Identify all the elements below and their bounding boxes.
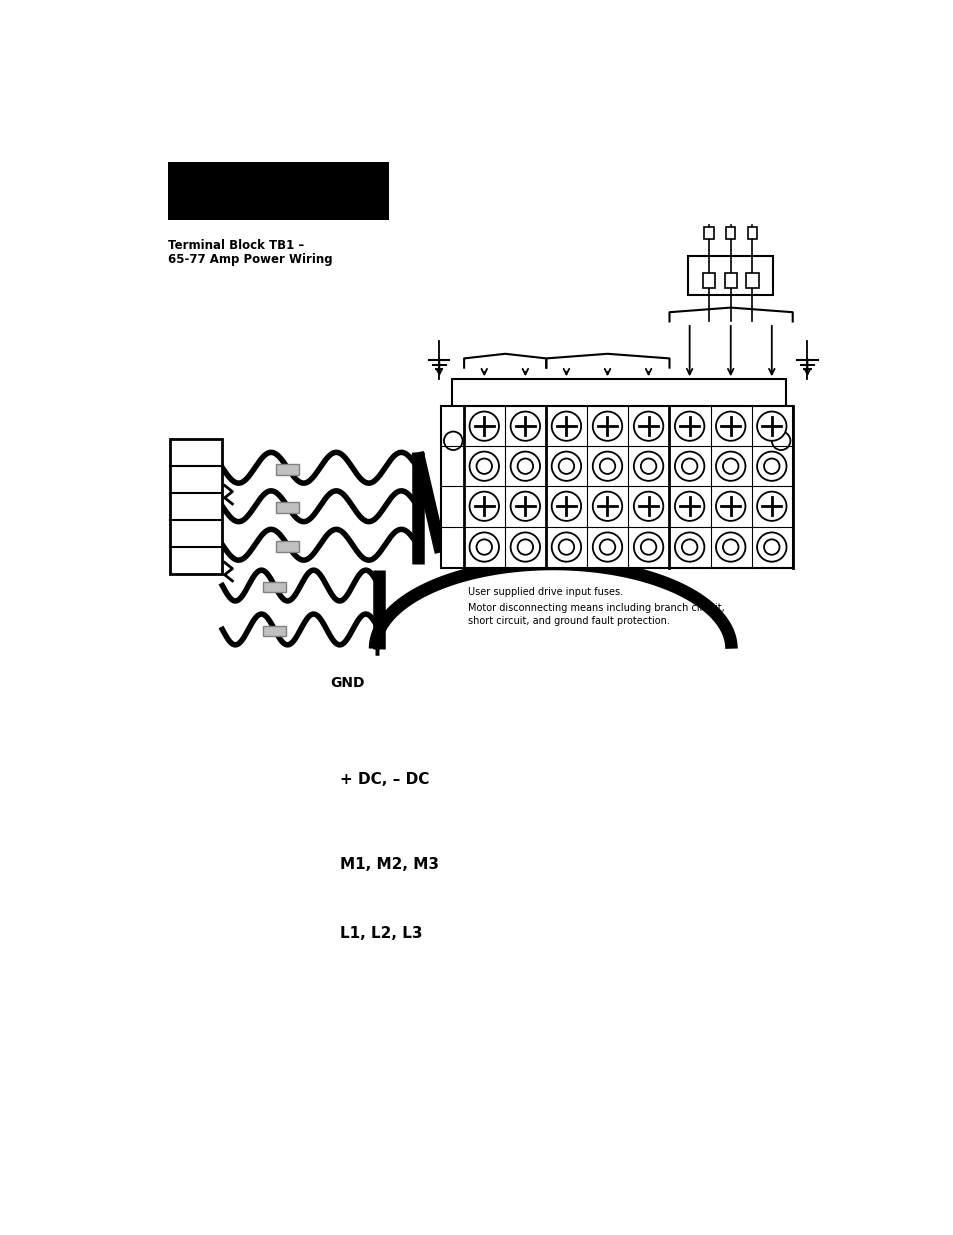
Circle shape	[599, 458, 615, 474]
Circle shape	[716, 492, 744, 521]
Circle shape	[716, 532, 744, 562]
Text: User supplied drive input fuses.: User supplied drive input fuses.	[468, 587, 622, 597]
Circle shape	[716, 411, 744, 441]
Circle shape	[558, 458, 574, 474]
Circle shape	[716, 452, 744, 480]
Text: M1, M2, M3: M1, M2, M3	[340, 857, 438, 872]
Circle shape	[640, 540, 656, 555]
Circle shape	[640, 458, 656, 474]
Text: L1, L2, L3: L1, L2, L3	[340, 926, 422, 941]
Circle shape	[510, 452, 539, 480]
Circle shape	[551, 532, 580, 562]
Circle shape	[551, 452, 580, 480]
Text: GND: GND	[331, 676, 365, 689]
Circle shape	[633, 452, 662, 480]
Circle shape	[599, 540, 615, 555]
Bar	[725, 227, 735, 240]
Circle shape	[510, 492, 539, 521]
Bar	[452, 379, 785, 406]
Circle shape	[722, 540, 738, 555]
Circle shape	[674, 411, 703, 441]
Circle shape	[592, 452, 621, 480]
Bar	[747, 227, 757, 240]
Circle shape	[722, 458, 738, 474]
Circle shape	[469, 411, 498, 441]
Circle shape	[476, 540, 492, 555]
Circle shape	[558, 540, 574, 555]
Bar	[440, 406, 793, 568]
Bar	[723, 273, 736, 288]
Text: Terminal Block TB1 –: Terminal Block TB1 –	[168, 240, 304, 252]
Bar	[168, 162, 389, 220]
Circle shape	[757, 532, 785, 562]
Circle shape	[469, 532, 498, 562]
Circle shape	[592, 411, 621, 441]
Circle shape	[476, 458, 492, 474]
Bar	[170, 440, 222, 574]
Circle shape	[592, 492, 621, 521]
Text: 65-77 Amp Power Wiring: 65-77 Amp Power Wiring	[168, 253, 333, 266]
Circle shape	[517, 540, 533, 555]
Circle shape	[674, 492, 703, 521]
Bar	[703, 227, 713, 240]
Bar	[263, 582, 286, 593]
Circle shape	[681, 540, 697, 555]
Bar	[745, 273, 758, 288]
Circle shape	[592, 532, 621, 562]
Circle shape	[551, 492, 580, 521]
Circle shape	[633, 532, 662, 562]
Circle shape	[674, 452, 703, 480]
Circle shape	[633, 411, 662, 441]
Bar	[702, 273, 715, 288]
Circle shape	[551, 411, 580, 441]
Text: short circuit, and ground fault protection.: short circuit, and ground fault protecti…	[468, 615, 669, 626]
Circle shape	[757, 452, 785, 480]
Text: + DC, – DC: + DC, – DC	[340, 772, 429, 787]
Circle shape	[510, 532, 539, 562]
Circle shape	[681, 458, 697, 474]
Circle shape	[469, 452, 498, 480]
Circle shape	[763, 540, 779, 555]
Bar	[687, 256, 773, 294]
Circle shape	[469, 492, 498, 521]
Bar	[275, 541, 298, 552]
Circle shape	[757, 492, 785, 521]
Circle shape	[674, 532, 703, 562]
Text: Motor disconnecting means including branch circuit,: Motor disconnecting means including bran…	[468, 603, 724, 613]
Circle shape	[517, 458, 533, 474]
Bar	[275, 503, 298, 514]
Bar	[275, 464, 298, 474]
Circle shape	[771, 431, 790, 450]
Circle shape	[443, 431, 462, 450]
Circle shape	[763, 458, 779, 474]
Circle shape	[633, 492, 662, 521]
Bar	[263, 626, 286, 636]
Circle shape	[757, 411, 785, 441]
Circle shape	[510, 411, 539, 441]
